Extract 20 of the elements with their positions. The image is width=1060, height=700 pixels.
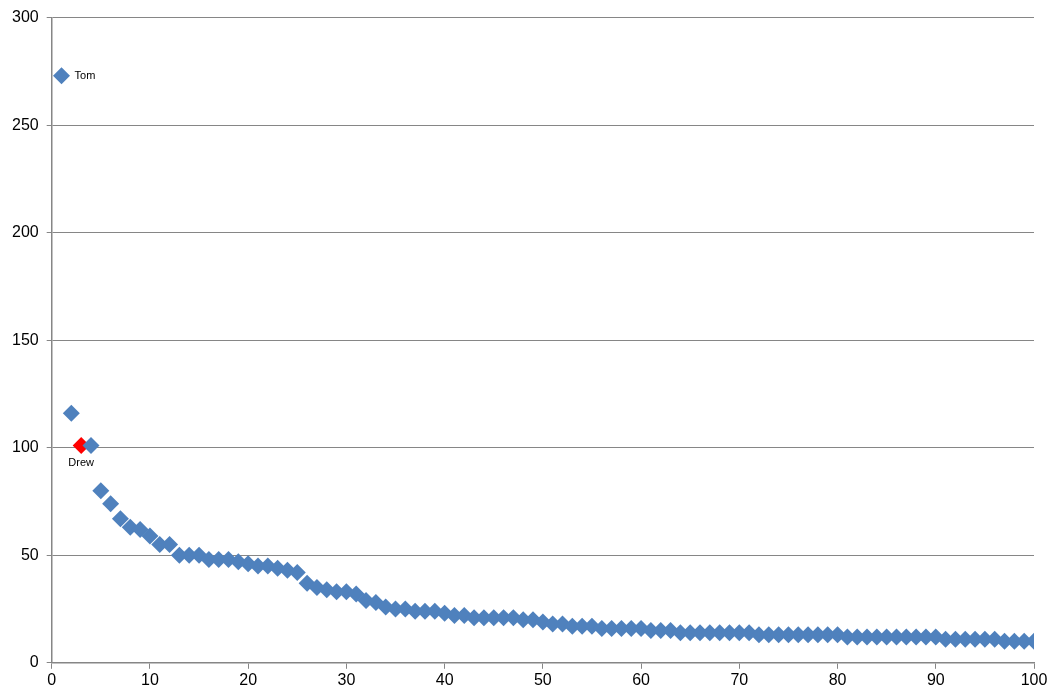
y-tick-label: 200 <box>11 223 39 241</box>
annotation: Tom <box>74 68 96 81</box>
x-tick-label: 90 <box>926 670 945 688</box>
y-tick-label: 0 <box>29 653 39 671</box>
annotation: Drew <box>68 456 95 469</box>
x-tick-label: 20 <box>239 670 258 688</box>
y-tick-label: 150 <box>11 330 39 348</box>
x-tick-label: 50 <box>533 670 552 688</box>
y-tick-label: 300 <box>11 8 39 26</box>
x-tick-label: 60 <box>632 670 651 688</box>
x-tick-label: 30 <box>337 670 356 688</box>
y-tick-label: 250 <box>11 115 39 133</box>
x-tick-label: 70 <box>730 670 749 688</box>
x-tick-label: 100 <box>1020 670 1048 688</box>
y-tick-label: 50 <box>20 545 39 563</box>
x-tick-label: 0 <box>47 670 57 688</box>
x-tick-label: 10 <box>141 670 159 688</box>
x-tick-label: 80 <box>828 670 847 688</box>
x-tick-label: 40 <box>435 670 454 688</box>
y-tick-label: 100 <box>11 438 39 456</box>
